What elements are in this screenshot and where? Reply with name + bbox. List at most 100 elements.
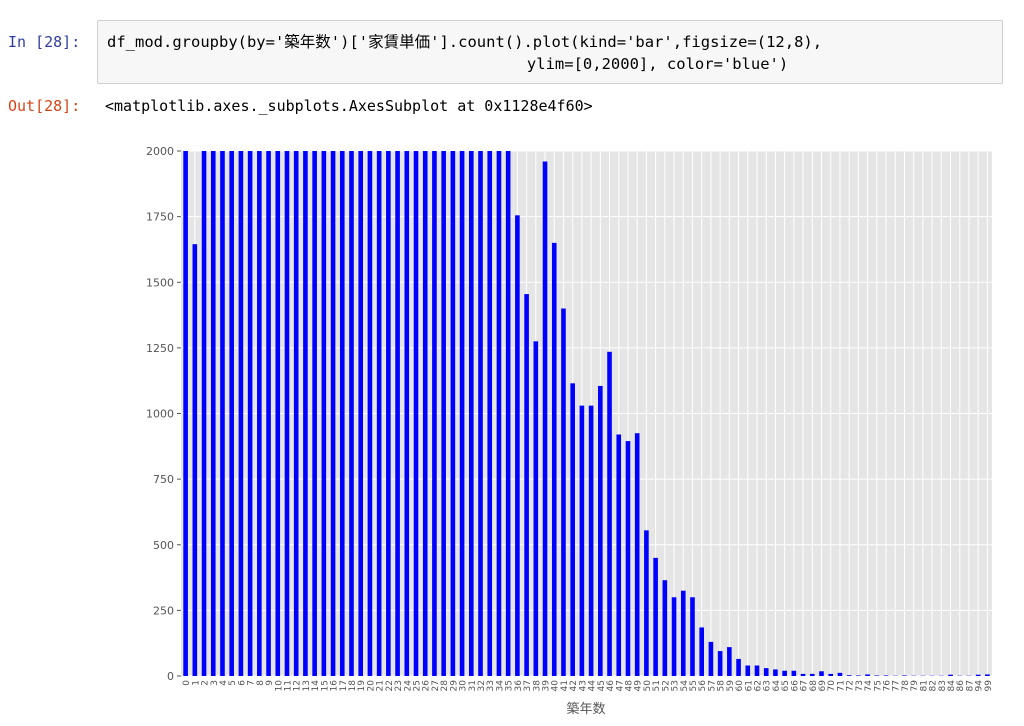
x-tick-label: 11: [283, 680, 293, 691]
bar: [985, 674, 990, 676]
bar: [312, 151, 317, 676]
bar: [644, 530, 649, 676]
bars: [183, 151, 990, 676]
x-tick-label: 61: [744, 680, 754, 691]
x-tick-label: 24: [403, 680, 413, 692]
bar: [634, 433, 640, 676]
bar: [183, 151, 188, 676]
bar: [367, 151, 373, 676]
bar: [330, 151, 336, 676]
code-cell[interactable]: df_mod.groupby(by='築年数')['家賃単価'].count()…: [97, 20, 1003, 84]
x-tick-label: 67: [800, 680, 810, 691]
bar: [708, 641, 714, 676]
bar: [321, 151, 327, 676]
bar: [579, 405, 585, 676]
bar: [717, 651, 723, 676]
x-tick-label: 16: [330, 680, 340, 692]
x-tick-label: 64: [772, 680, 782, 692]
bar: [819, 671, 824, 676]
x-tick-label: 99: [984, 680, 994, 692]
bar: [266, 151, 271, 676]
bar: [293, 151, 299, 676]
bar: [349, 151, 354, 676]
bar: [846, 675, 852, 676]
bar: [782, 670, 787, 676]
y-tick-label: 250: [153, 604, 174, 617]
x-tick-label: 86: [956, 680, 966, 692]
y-tick-label: 1750: [146, 211, 174, 224]
x-tick-label: 68: [809, 680, 819, 692]
bar: [773, 669, 778, 676]
x-axis-label: 築年数: [566, 702, 605, 717]
x-tick-label: 34: [495, 680, 505, 692]
bar: [524, 294, 529, 676]
bar: [800, 673, 806, 676]
x-tick-label: 52: [661, 680, 671, 691]
bar: [275, 151, 281, 676]
x-tick-label: 65: [781, 680, 791, 691]
bar: [736, 658, 741, 676]
bar: [478, 151, 483, 676]
x-tick-label: 72: [846, 680, 856, 691]
x-tick-label: 31: [468, 680, 478, 691]
bar: [422, 151, 428, 676]
x-tick-label: 71: [836, 680, 846, 691]
x-tick-label: 94: [975, 680, 985, 692]
bar: [459, 151, 465, 676]
x-tick-label: 15: [320, 680, 330, 691]
x-tick-label: 55: [689, 680, 699, 691]
bar: [376, 151, 382, 676]
bar: [828, 673, 834, 676]
x-tick-label: 6: [237, 680, 247, 686]
x-tick-label: 42: [569, 680, 579, 691]
bar: [616, 434, 622, 676]
bar: [358, 151, 364, 676]
output-text: <matplotlib.axes._subplots.AxesSubplot a…: [105, 97, 593, 115]
x-tick-label: 50: [643, 680, 653, 692]
x-tick-label: 45: [597, 680, 607, 691]
bar: [339, 151, 345, 676]
bar: [791, 670, 797, 676]
bar: [653, 557, 658, 676]
input-prompt: In [28]:: [8, 33, 81, 51]
x-tick-label: 49: [634, 680, 644, 692]
x-tick-label: 43: [578, 680, 588, 691]
x-tick-label: 12: [293, 680, 303, 691]
code-line: df_mod.groupby(by='築年数')['家賃単価'].count()…: [107, 33, 823, 51]
bar: [247, 151, 253, 676]
y-tick-label: 750: [153, 473, 174, 486]
code-line: ylim=[0,2000], color='blue'): [107, 55, 789, 73]
x-tick-label: 84: [947, 680, 957, 692]
x-tick-label: 78: [901, 680, 911, 692]
x-tick-label: 10: [274, 680, 284, 692]
x-tick-label: 28: [440, 680, 450, 692]
bar: [551, 242, 557, 676]
bar: [837, 672, 843, 676]
bar: [680, 590, 686, 676]
x-tick-label: 21: [376, 680, 386, 691]
x-tick-label: 76: [883, 680, 893, 692]
x-tick-label: 59: [726, 680, 736, 692]
bar: [865, 674, 870, 676]
bar: [201, 151, 207, 676]
x-tick-label: 33: [486, 680, 496, 691]
x-tick-label: 66: [790, 680, 800, 692]
bar: [386, 151, 391, 676]
x-tick-label: 69: [818, 680, 828, 692]
bar: [662, 580, 668, 676]
bar: [210, 151, 216, 676]
x-tick-label: 27: [431, 680, 441, 691]
x-tick-label: 62: [753, 680, 763, 691]
bar: [625, 441, 631, 676]
bar: [607, 351, 612, 676]
bar: [809, 673, 815, 676]
x-tick-label: 36: [514, 680, 524, 692]
x-tick-label: 44: [588, 680, 598, 692]
bar: [229, 151, 234, 676]
x-tick-label: 35: [505, 680, 515, 691]
x-tick-label: 74: [864, 680, 874, 692]
bar: [883, 675, 889, 676]
y-tick-label: 2000: [146, 145, 174, 158]
bar: [257, 151, 262, 676]
x-tick-label: 41: [560, 680, 570, 691]
